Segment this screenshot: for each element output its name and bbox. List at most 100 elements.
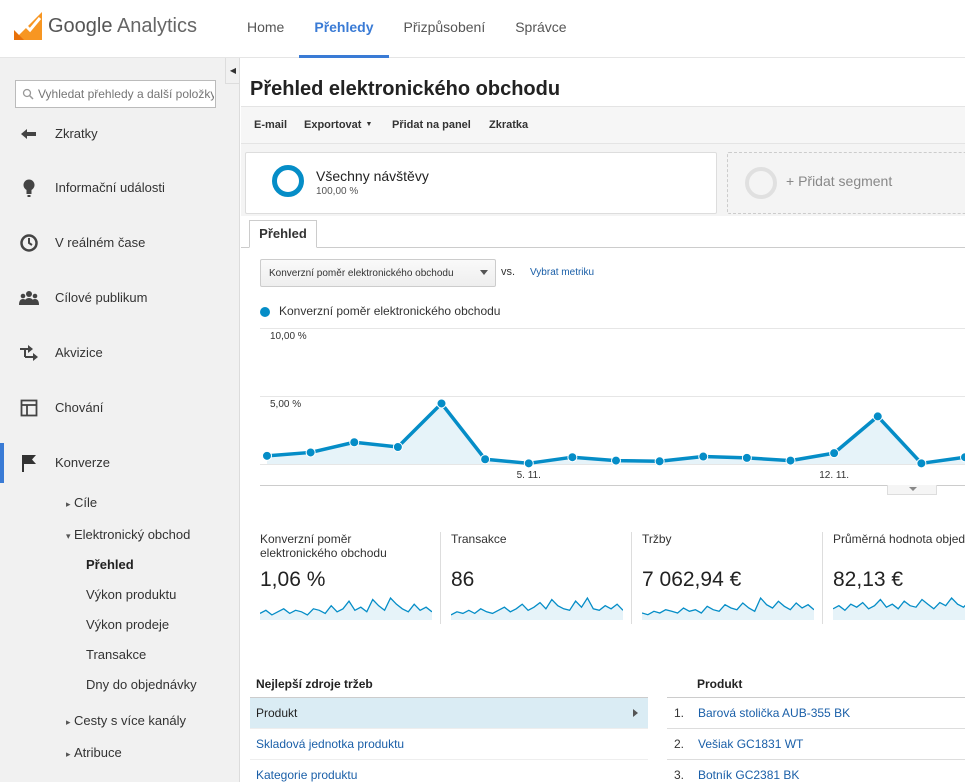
kpi-transactions[interactable]: Transakce 86 <box>451 532 636 624</box>
sidebar-item-conversions[interactable]: Konverze <box>0 443 239 483</box>
sparkline-line <box>642 596 814 616</box>
data-point[interactable] <box>349 437 360 448</box>
data-point[interactable] <box>698 451 709 462</box>
page-title: Přehled elektronického obchodu <box>250 78 561 100</box>
row-number: 2. <box>674 737 685 751</box>
topnav-home[interactable]: Home <box>247 19 285 35</box>
logo-google-text: Google <box>48 15 113 37</box>
kpi-value: 7 062,94 € <box>642 568 742 591</box>
sidebar-sub-product-performance[interactable]: Výkon produktu <box>86 587 177 602</box>
chart-collapse-handle[interactable] <box>887 485 937 495</box>
sparkline-area <box>260 598 432 620</box>
conversion-rate-chart: 10,00 % 5,00 % 5. 11. 12. 11. <box>260 328 965 486</box>
sidebar-sub-goals[interactable]: ▸ Cíle <box>66 495 97 510</box>
sidebar-item-label: V reálném čase <box>55 235 146 250</box>
kpi-label-line1: Konverzní poměr <box>260 532 352 546</box>
google-analytics-logo[interactable]: Google Analytics <box>14 10 224 44</box>
table-row: 3. Botník GC2381 BK <box>667 760 965 782</box>
people-icon <box>19 291 39 305</box>
add-segment-label: + Přidat segment <box>786 173 893 189</box>
shortcut-button[interactable]: Zkratka <box>489 119 529 131</box>
topnav-customization[interactable]: Přizpůsobení <box>403 19 486 35</box>
segment-share: 100,00 % <box>316 186 359 197</box>
metric-dropdown[interactable]: Konverzní poměr elektronického obchodu <box>260 259 496 287</box>
data-point[interactable] <box>567 452 578 463</box>
chevron-down-icon: ▼ <box>365 121 373 128</box>
kpi-avg-order-value[interactable]: Průměrná hodnota objednávky 82,13 € <box>833 532 965 624</box>
kpi-conversion-rate[interactable]: Konverzní poměr elektronického obchodu 1,… <box>260 532 445 624</box>
data-point[interactable] <box>262 450 272 461</box>
data-point[interactable] <box>960 452 965 463</box>
sidebar-item-label: Cílové publikum <box>55 290 148 305</box>
source-row-product[interactable]: Produkt <box>250 698 648 729</box>
sidebar-item-acquisition[interactable]: Akvizice <box>0 333 239 373</box>
data-point[interactable] <box>654 456 665 467</box>
data-point[interactable] <box>916 458 927 469</box>
product-link[interactable]: Barová stolička AUB-355 BK <box>698 706 851 720</box>
sidebar-sub-ecommerce[interactable]: ▾ Elektronický obchod <box>66 527 190 542</box>
caret-right-icon: ▸ <box>66 749 71 759</box>
kpi-label: Průměrná hodnota objednávky <box>833 532 965 546</box>
sidebar-item-audience[interactable]: Cílové publikum <box>0 278 239 318</box>
data-point[interactable] <box>872 411 883 422</box>
sparkline-line <box>260 596 432 616</box>
x-tick-label: 5. 11. <box>517 470 541 481</box>
kpi-divider <box>440 532 441 624</box>
add-segment-button[interactable]: + Přidat segment <box>727 152 965 214</box>
sidebar-sub-sales-performance[interactable]: Výkon prodeje <box>86 617 170 632</box>
export-button[interactable]: Exportovat ▼ <box>304 119 372 131</box>
sidebar-item-realtime[interactable]: V reálném čase <box>0 223 239 263</box>
sidebar-sub-multichannel[interactable]: ▸ Cesty s více kanály <box>66 713 186 728</box>
data-point[interactable] <box>785 455 796 466</box>
product-link[interactable]: Botník GC2381 BK <box>698 768 800 782</box>
row-number: 1. <box>674 706 685 720</box>
source-row-sku[interactable]: Skladová jednotka produktu <box>250 729 648 760</box>
sidebar-item-shortcuts[interactable]: Zkratky <box>0 114 239 154</box>
logo-wordmark: Google Analytics <box>48 15 197 38</box>
sidebar-sub-attribution[interactable]: ▸ Atribuce <box>66 745 122 760</box>
email-button[interactable]: E-mail <box>254 119 288 131</box>
row-number: 3. <box>674 768 685 782</box>
data-point[interactable] <box>436 398 447 409</box>
sidebar-sub-time-to-purchase[interactable]: Dny do objednávky <box>86 677 197 692</box>
data-point[interactable] <box>829 448 840 459</box>
data-point[interactable] <box>480 454 491 465</box>
search-input[interactable] <box>38 83 214 105</box>
data-point[interactable] <box>523 458 534 469</box>
segment-card-all-visits[interactable]: Všechny návštěvy 100,00 % <box>245 152 717 214</box>
data-point[interactable] <box>305 447 316 458</box>
y-tick-label: 5,00 % <box>270 399 301 410</box>
sidebar-sub-label: Elektronický obchod <box>74 527 191 542</box>
kpi-sparkline <box>642 596 814 620</box>
sidebar-collapse-button[interactable]: ◀ <box>225 58 239 84</box>
sidebar-sub-overview[interactable]: Přehled <box>86 557 134 572</box>
data-point[interactable] <box>741 452 752 463</box>
data-point[interactable] <box>392 442 403 452</box>
select-metric-link[interactable]: Vybrat metriku <box>530 267 595 278</box>
data-point[interactable] <box>611 455 621 466</box>
kpi-label: Transakce <box>451 532 507 546</box>
product-link[interactable]: Vešiak GC1831 WT <box>698 737 804 751</box>
source-row-category[interactable]: Kategorie produktu <box>250 760 648 782</box>
tab-overview[interactable]: Přehled <box>249 220 317 248</box>
sidebar: ◀ Zkratky Informační události V reálném … <box>0 58 240 782</box>
report-search-box[interactable] <box>15 80 216 108</box>
top-navigation: Home Přehledy Přizpůsobení Správce <box>232 0 582 58</box>
source-row-label: Produkt <box>256 706 298 720</box>
sparkline-line <box>451 596 623 616</box>
report-toolbar: E-mail Exportovat ▼ Přidat na panel Zkrat… <box>241 106 965 144</box>
sidebar-sub-transactions[interactable]: Transakce <box>86 647 147 662</box>
add-to-dashboard-button[interactable]: Přidat na panel <box>392 119 471 131</box>
series-area <box>267 403 965 464</box>
sidebar-item-behavior[interactable]: Chování <box>0 388 239 428</box>
topnav-reports[interactable]: Přehledy <box>299 0 389 58</box>
sidebar-item-intelligence[interactable]: Informační události <box>0 168 239 208</box>
dropdown-arrow-icon <box>480 270 488 275</box>
kpi-label: Tržby <box>642 532 672 546</box>
sidebar-sub-label: Cíle <box>74 495 98 510</box>
caret-down-icon: ▾ <box>66 531 71 541</box>
table-header: Produkt <box>667 672 965 698</box>
kpi-revenue[interactable]: Tržby 7 062,94 € <box>642 532 827 624</box>
topnav-admin[interactable]: Správce <box>515 19 567 35</box>
caret-right-icon: ▸ <box>66 499 71 509</box>
